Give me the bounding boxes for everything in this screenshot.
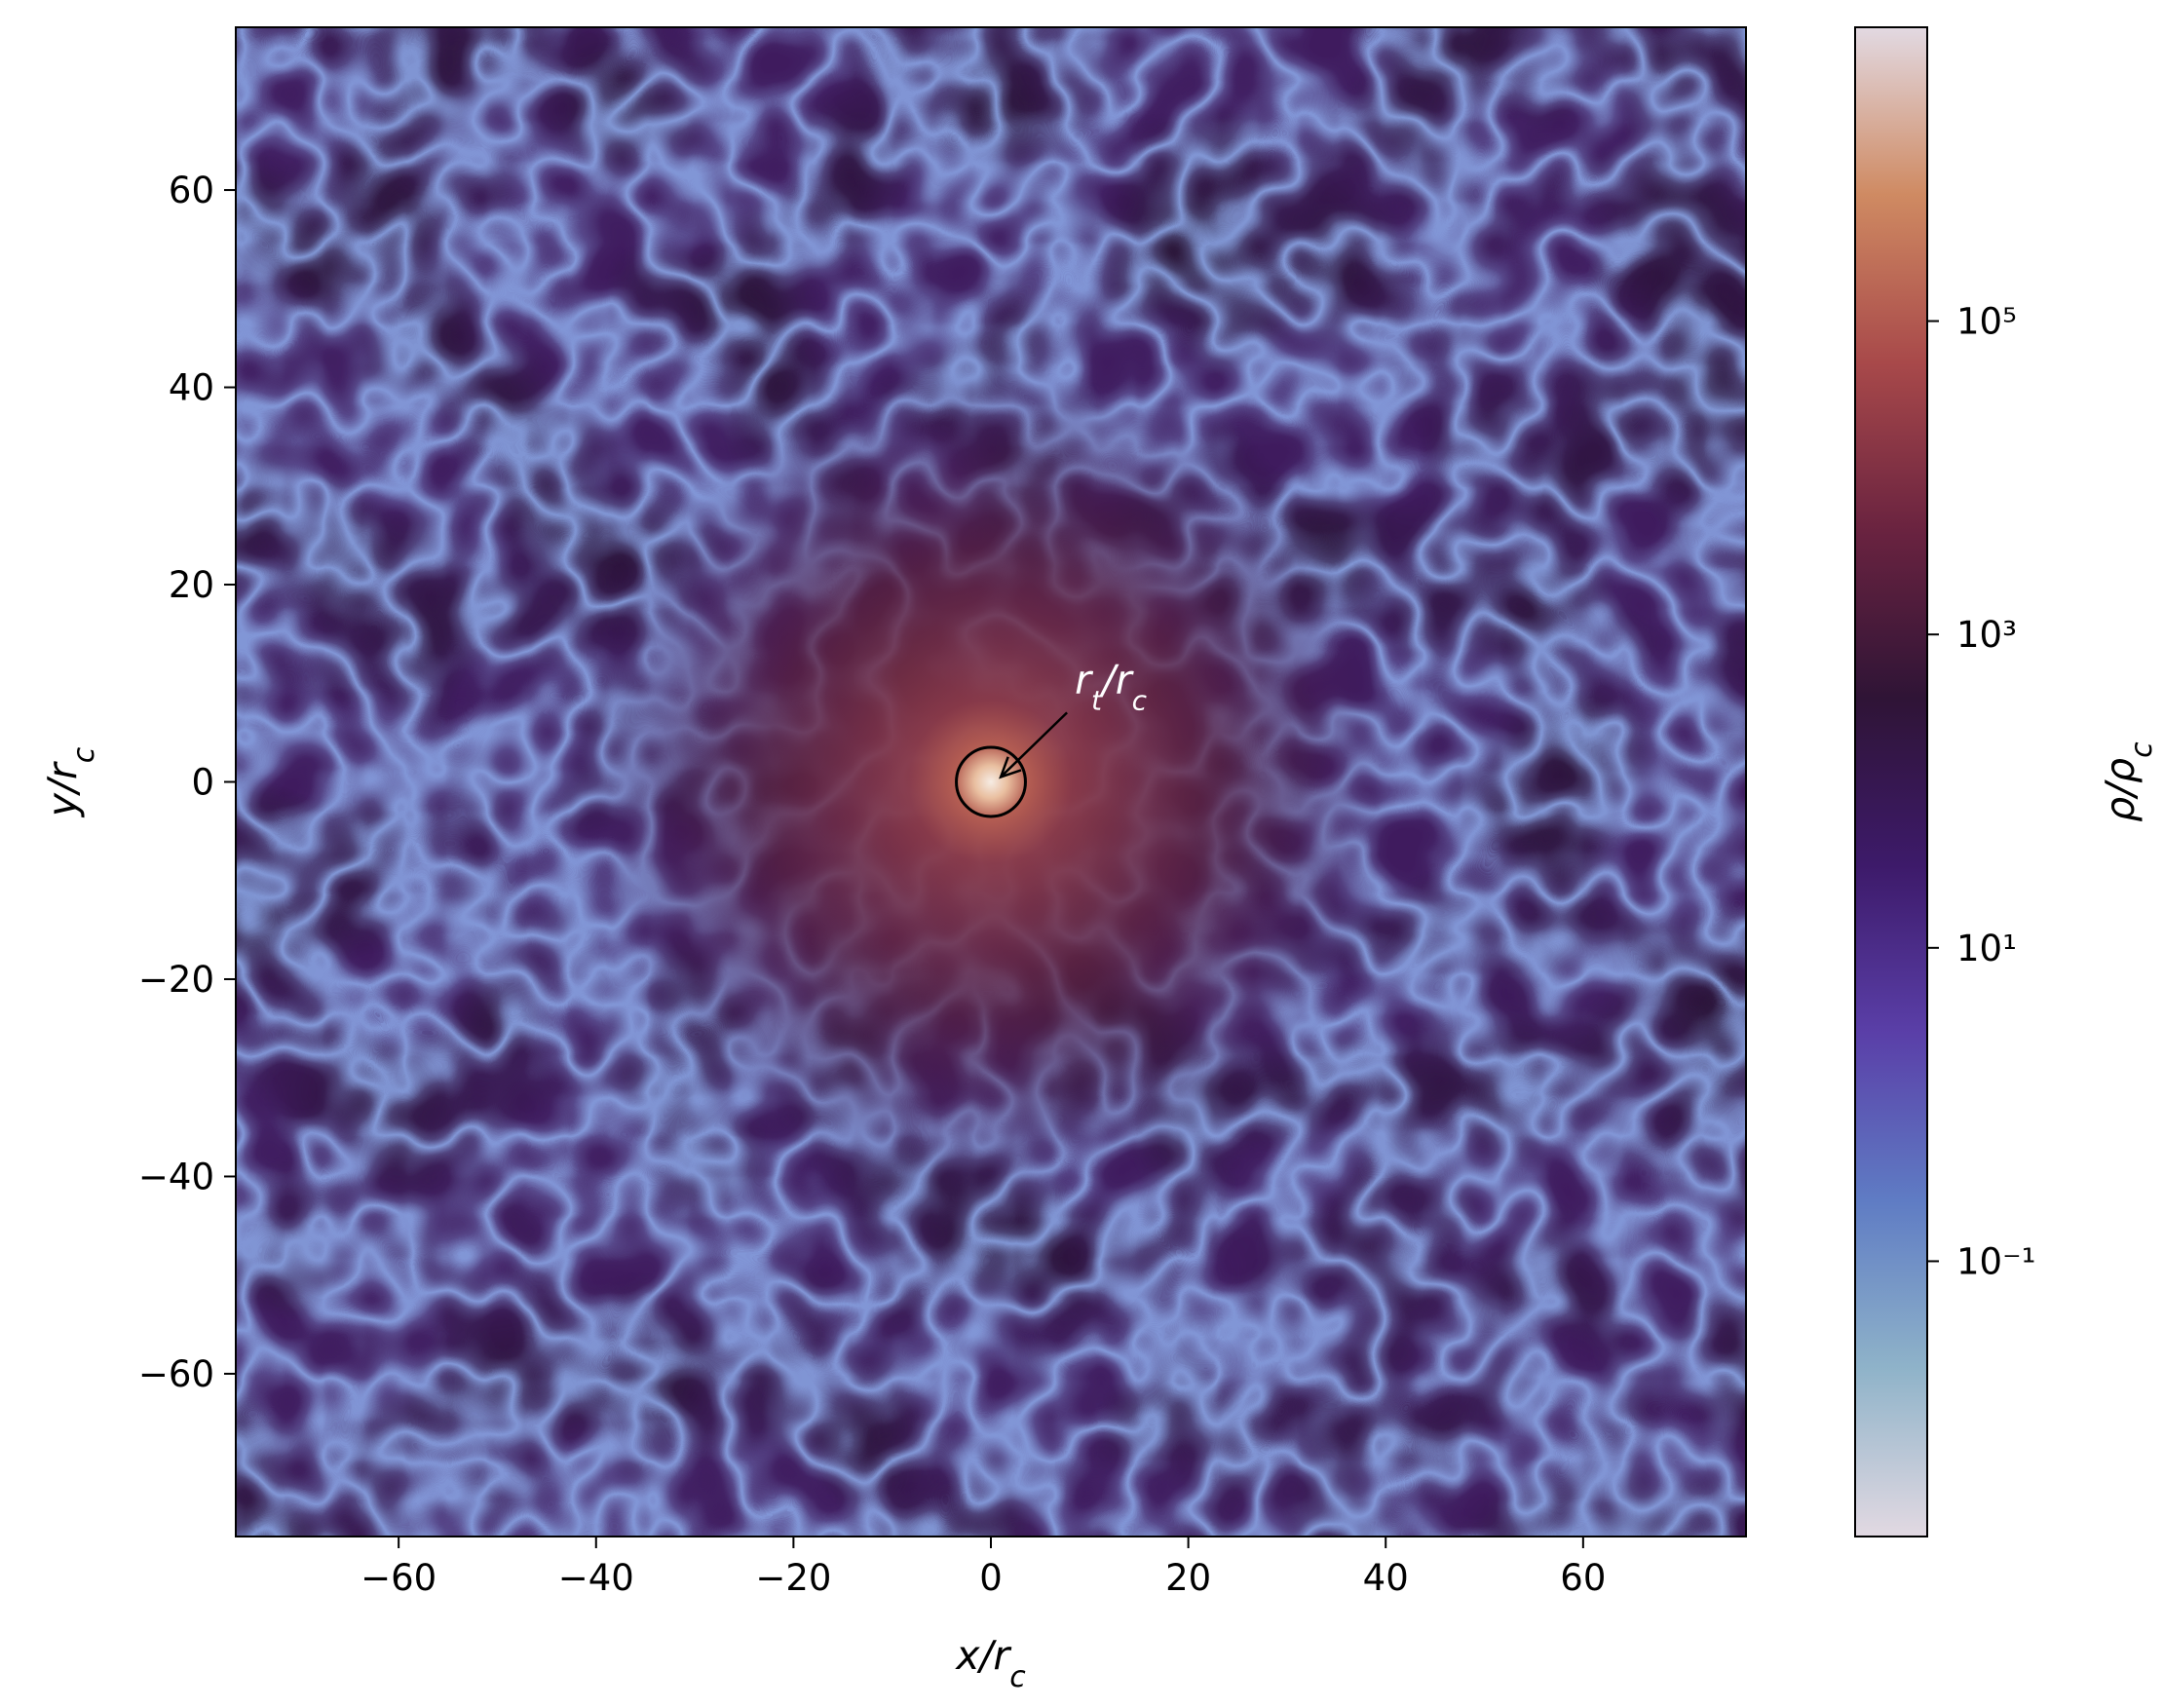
x-tick-label: 60	[1560, 1557, 1606, 1599]
annotation-text: rt/rc	[1075, 656, 1148, 716]
x-tick-label: 20	[1165, 1557, 1211, 1599]
annotation-text-part: /r	[1099, 656, 1134, 702]
y-axis-label-part: c	[67, 746, 101, 763]
x-tick-label: −20	[755, 1557, 831, 1599]
annotation-text-part: r	[1075, 656, 1093, 702]
annotation-arrowhead	[999, 756, 1022, 779]
x-axis-label-part: x/r	[954, 1632, 1011, 1679]
y-tick-label: −40	[138, 1156, 214, 1197]
tidal-radius-circle	[955, 745, 1027, 818]
x-tick-label: 40	[1363, 1557, 1409, 1599]
y-tick-label: 20	[169, 564, 214, 606]
y-tick-label: 0	[191, 762, 214, 804]
colorbar-tick-label: 10³	[1956, 614, 2017, 656]
annotation-text-part: t	[1091, 684, 1103, 716]
x-axis-label: x/rc	[954, 1632, 1026, 1694]
colorbar-label-part: ρ/ρ	[2097, 758, 2144, 822]
colorbar-label-part: c	[2125, 741, 2159, 758]
density-image	[236, 27, 1746, 1537]
y-tick-label: −60	[138, 1353, 214, 1395]
annotation-arrow	[1000, 711, 1068, 778]
y-axis-label: y/rc	[39, 746, 101, 818]
colorbar-label: ρ/ρc	[2097, 741, 2159, 822]
colorbar	[1854, 26, 1928, 1537]
colorbar-tick-label: 10¹	[1956, 928, 2017, 969]
x-axis-label-part: c	[1009, 1660, 1026, 1694]
y-tick-label: 40	[169, 367, 214, 409]
y-tick-label: 60	[169, 170, 214, 211]
y-axis-label-part: y/r	[39, 761, 86, 818]
x-tick-label: −60	[360, 1557, 436, 1599]
colorbar-tick-label: 10⁻¹	[1956, 1240, 2035, 1282]
y-tick-label: −20	[138, 959, 214, 1001]
x-tick-label: −40	[558, 1557, 634, 1599]
colorbar-tick-label: 10⁵	[1956, 301, 2017, 343]
annotation-text-part: c	[1132, 684, 1148, 716]
x-tick-label: 0	[979, 1557, 1003, 1599]
